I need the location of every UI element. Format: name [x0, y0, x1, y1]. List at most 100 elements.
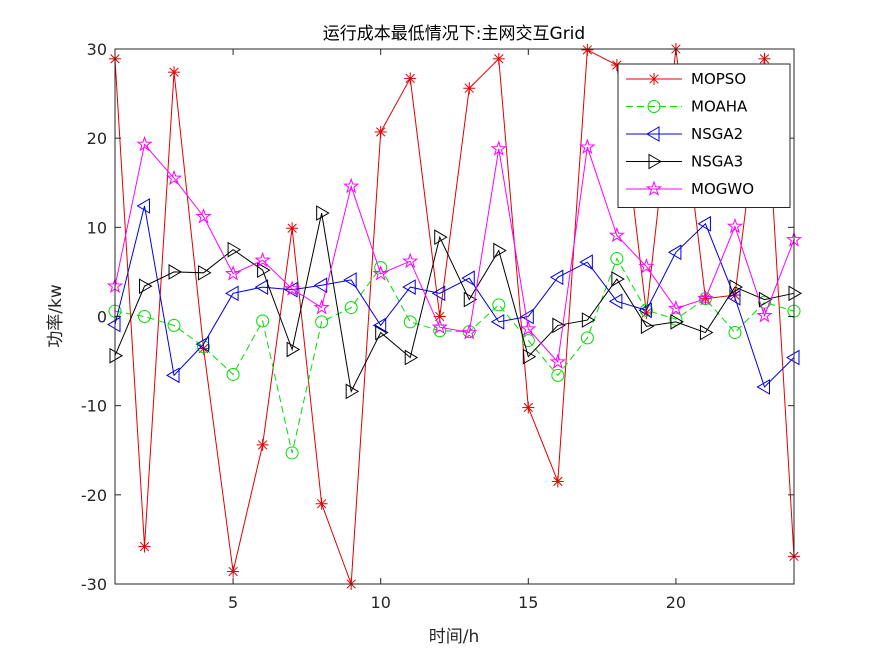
data-point [667, 299, 685, 316]
data-point [758, 52, 771, 65]
y-tick-label: 0 [97, 308, 107, 327]
data-point [786, 349, 800, 366]
data-point [493, 242, 507, 259]
data-point [608, 226, 625, 243]
data-point [256, 438, 269, 451]
legend-marker [648, 153, 662, 170]
data-point [315, 315, 329, 329]
data-point [580, 331, 594, 345]
y-tick-label: 30 [87, 40, 107, 59]
data-point [344, 301, 358, 315]
data-point [667, 244, 682, 261]
data-point [697, 215, 711, 232]
legend-marker [645, 180, 663, 196]
data-point [226, 367, 240, 381]
x-ticks: 5 10 15 20 [228, 49, 686, 612]
data-point [551, 475, 564, 488]
series-line-mogwo [114, 143, 795, 364]
legend-marker [646, 126, 660, 142]
data-point [549, 269, 564, 286]
x-tick-label: 5 [228, 593, 238, 612]
data-point [581, 312, 596, 328]
data-point [138, 310, 152, 323]
data-point [284, 281, 298, 298]
data-point [198, 264, 212, 281]
data-point [316, 205, 330, 221]
data-point [756, 307, 773, 323]
data-point [315, 497, 328, 510]
data-point [403, 315, 417, 329]
data-point [343, 177, 360, 194]
legend-label: MOPSO [691, 70, 746, 88]
data-point [490, 313, 505, 330]
data-point [788, 285, 802, 302]
data-point [521, 334, 535, 348]
data-point [166, 367, 180, 384]
legend-item: MOAHA [626, 98, 748, 116]
data-point [520, 320, 537, 336]
legend-item: MOPSO [626, 70, 746, 88]
data-point [402, 252, 419, 269]
data-point [286, 222, 299, 235]
data-point [372, 265, 389, 281]
data-point [522, 401, 535, 414]
data-point [756, 379, 770, 395]
legend: MOPSO MOAHA NSGA2 NSGA3 MOGWO [617, 63, 791, 208]
data-point [195, 208, 212, 224]
data-point [699, 324, 714, 341]
data-point [165, 169, 183, 186]
data-point [256, 314, 270, 328]
data-point [195, 336, 210, 353]
data-point [640, 318, 655, 335]
data-point [168, 66, 181, 79]
legend-item: NSGA2 [626, 125, 743, 143]
data-point [225, 285, 239, 302]
data-point [254, 279, 269, 295]
data-point [552, 317, 566, 334]
legend-item: NSGA3 [626, 153, 743, 171]
data-point [729, 279, 743, 295]
data-point [611, 271, 625, 287]
data-point [433, 310, 446, 323]
data-point [638, 258, 655, 274]
legend-label: MOGWO [691, 180, 754, 198]
data-point [136, 135, 153, 152]
y-tick-label: -20 [81, 486, 107, 505]
y-tick-label: -10 [81, 397, 107, 416]
data-point [492, 52, 505, 65]
data-point [490, 140, 507, 156]
data-point [551, 368, 565, 382]
legend-label: MOAHA [691, 98, 748, 116]
legend-marker [648, 73, 660, 85]
series-nsga3 [109, 205, 802, 400]
data-point [404, 72, 417, 85]
legend-item: MOGWO [626, 180, 754, 198]
legend-marker [647, 100, 661, 113]
data-point [109, 347, 123, 364]
data-point [434, 229, 448, 246]
data-point [579, 254, 593, 270]
data-point [375, 324, 389, 341]
data-point [285, 446, 299, 460]
y-tick-label: 20 [87, 129, 107, 148]
data-point [227, 565, 240, 578]
y-axis-label: 功率/kw [46, 284, 66, 348]
data-point [313, 299, 330, 315]
data-point [697, 290, 714, 306]
data-point [431, 318, 448, 335]
data-point [549, 353, 566, 369]
data-point [138, 540, 151, 553]
data-point [639, 303, 653, 317]
data-point [227, 241, 242, 258]
y-ticks: -30 -20 -10 0 10 20 30 [81, 40, 794, 594]
data-point [224, 265, 242, 281]
data-point [168, 264, 183, 280]
data-point [461, 270, 475, 287]
data-point [433, 324, 447, 338]
legend-label: NSGA3 [691, 153, 743, 171]
data-point [107, 316, 121, 333]
data-point [372, 317, 387, 334]
data-point [638, 302, 652, 319]
y-tick-label: -30 [81, 575, 107, 594]
